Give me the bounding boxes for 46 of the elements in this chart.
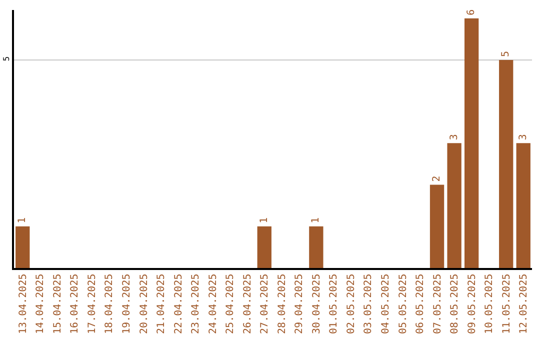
x-tick-label: 12.05.2025 <box>518 274 530 334</box>
x-tick-label: 13.04.2025 <box>18 274 29 334</box>
bar <box>309 226 324 268</box>
x-tick-label: 26.04.2025 <box>242 274 254 334</box>
x-tick-label: 04.05.2025 <box>380 274 392 334</box>
bar <box>499 60 514 268</box>
data-label: 2 <box>432 176 443 182</box>
x-tick-label: 02.05.2025 <box>346 274 357 334</box>
data-label: 1 <box>17 217 28 224</box>
x-tick-label: 15.04.2025 <box>52 274 64 334</box>
x-tick-label: 30.04.2025 <box>311 274 322 334</box>
x-tick-label: 06.05.2025 <box>415 274 426 334</box>
bar <box>430 184 444 268</box>
x-tick-label: 05.05.2025 <box>398 274 409 334</box>
x-tick-label: 09.05.2025 <box>466 274 478 334</box>
data-label: 1 <box>310 217 322 224</box>
x-tick-label: 18.04.2025 <box>104 274 116 334</box>
x-tick-label: 16.04.2025 <box>70 274 81 334</box>
x-tick-label: 08.05.2025 <box>450 274 461 334</box>
x-tick-label: 21.04.2025 <box>156 274 168 334</box>
bar <box>16 226 30 268</box>
data-label: 3 <box>448 134 460 140</box>
x-tick-label: 01.05.2025 <box>328 274 340 334</box>
data-label: 1 <box>258 217 270 224</box>
x-tick-label: 17.04.2025 <box>86 274 98 334</box>
x-tick-label: 24.04.2025 <box>208 274 219 334</box>
x-tick-label: 07.05.2025 <box>432 274 444 334</box>
x-tick-label: 23.04.2025 <box>190 274 202 334</box>
x-tick-label: 11.05.2025 <box>501 274 512 334</box>
data-label: 3 <box>518 134 529 140</box>
x-tick-label: 20.04.2025 <box>138 274 150 334</box>
x-tick-label: 29.04.2025 <box>294 274 306 334</box>
data-label: 6 <box>466 9 478 16</box>
x-tick-label: 03.05.2025 <box>363 274 374 334</box>
x-tick-label: 27.04.2025 <box>260 274 271 334</box>
x-tick-label: 14.04.2025 <box>35 274 46 334</box>
x-tick-label: 25.04.2025 <box>225 274 236 334</box>
x-tick-label: 10.05.2025 <box>484 274 496 334</box>
bar <box>257 226 272 268</box>
data-label: 5 <box>500 50 512 57</box>
x-tick-label: 19.04.2025 <box>121 274 132 334</box>
bar <box>516 143 530 268</box>
bar <box>464 18 479 268</box>
x-tick-label: 22.04.2025 <box>173 274 184 334</box>
x-tick-label: 28.04.2025 <box>276 274 288 334</box>
bar <box>447 143 462 268</box>
